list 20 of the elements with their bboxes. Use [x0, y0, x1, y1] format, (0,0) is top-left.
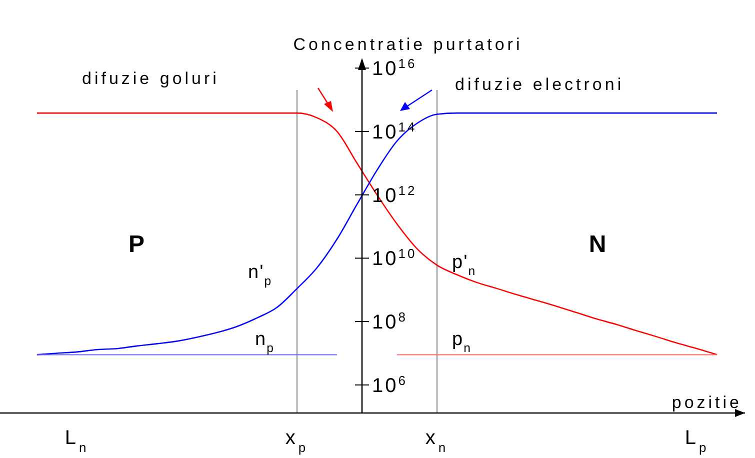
y-tick-label: 10$^{6}$	[372, 372, 408, 397]
y-tick-label: 10$^{14}$	[372, 118, 417, 144]
x-tick-label: x$_{p}$	[285, 427, 309, 454]
x-tick-label: x$_{n}$	[425, 427, 449, 454]
annotation: p$_{n}$	[452, 329, 472, 355]
x-axis-title: pozitie	[672, 393, 742, 412]
line-series	[36, 112, 718, 356]
annotation: N	[588, 231, 608, 258]
annotation: P	[128, 231, 146, 258]
annotation: difuzie goluri	[82, 69, 220, 88]
annotation: n$_{p}$	[255, 329, 274, 355]
y-tick-label: 10$^{10}$	[372, 246, 417, 270]
y-tick-label: 10$^{8}$	[372, 309, 408, 334]
y-tick-label: 10$^{16}$	[372, 56, 417, 80]
annotation: p'$_{n}$	[452, 252, 476, 278]
annotation: difuzie electroni	[455, 75, 624, 94]
annotation: n'$_{p}$	[248, 262, 272, 288]
x-tick-label: L$_{p}$	[684, 427, 710, 454]
x-tick-label: L$_{n}$	[64, 427, 90, 454]
chart-title: Concentratie purtatori	[293, 35, 523, 54]
